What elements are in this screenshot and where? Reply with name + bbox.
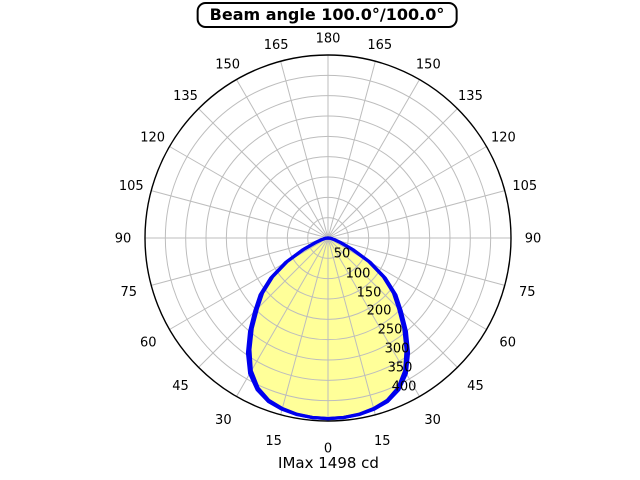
r-tick-label: 350 [388, 361, 413, 376]
r-tick-label: 150 [357, 286, 382, 301]
grid-spoke [327, 237, 458, 368]
angle-tick-label: 150 [215, 58, 240, 73]
imax-label: IMax 1498 cd [278, 454, 379, 472]
grid-spoke [280, 237, 329, 415]
grid-spoke [151, 190, 329, 239]
angle-tick-label: 60 [140, 335, 157, 350]
r-tick-label: 400 [392, 380, 417, 395]
angle-tick-label: 75 [120, 285, 137, 300]
angle-tick-label: 165 [367, 38, 392, 53]
grid-spoke [327, 61, 376, 239]
chart-title-box: Beam angle 100.0°/100.0° [196, 2, 458, 28]
r-tick-label: 300 [385, 342, 410, 357]
r-tick-label: 250 [378, 323, 403, 338]
r-tick-label: 200 [367, 304, 392, 319]
grid-spoke [327, 237, 505, 286]
angle-tick-label: 105 [119, 179, 144, 194]
angle-tick-label: 45 [172, 379, 189, 394]
beam-curve-c0 [245, 236, 411, 421]
grid-spoke [327, 190, 505, 239]
angle-tick-label: 75 [519, 285, 536, 300]
angle-tick-label: 135 [173, 89, 198, 104]
angle-tick-label: 120 [140, 130, 165, 145]
grid-spoke [169, 237, 329, 330]
angle-tick-label: 90 [525, 232, 542, 247]
angle-tick-label: 90 [115, 232, 132, 247]
grid-spoke [198, 108, 329, 239]
angle-tick-label: 15 [374, 434, 391, 449]
grid-spoke [151, 237, 329, 286]
grid-spoke [236, 79, 329, 239]
grid-spoke [327, 237, 376, 415]
angle-tick-label: 165 [264, 38, 289, 53]
r-tick-label: 50 [334, 247, 351, 262]
angle-tick-label: 30 [215, 413, 232, 428]
angle-tick-label: 180 [316, 32, 341, 47]
angle-tick-label: 45 [467, 379, 484, 394]
grid-spoke [169, 146, 329, 239]
grid-spoke [327, 237, 487, 330]
outer-axis-circle [144, 54, 512, 422]
grid-spoke [327, 146, 487, 239]
grid-spoke [327, 108, 458, 239]
r-tick-label: 100 [346, 267, 371, 282]
grid-spoke [280, 61, 329, 239]
grid-spoke [198, 237, 329, 368]
angle-tick-label: 60 [499, 335, 516, 350]
grid-spoke [327, 79, 420, 239]
angle-tick-label: 135 [458, 89, 483, 104]
angle-tick-label: 150 [416, 58, 441, 73]
chart-title: Beam angle 100.0°/100.0° [209, 5, 445, 24]
angle-tick-label: 105 [512, 179, 537, 194]
angle-tick-label: 30 [424, 413, 441, 428]
angle-tick-label: 0 [324, 442, 332, 457]
angle-tick-label: 15 [265, 434, 282, 449]
angle-tick-label: 120 [491, 130, 516, 145]
